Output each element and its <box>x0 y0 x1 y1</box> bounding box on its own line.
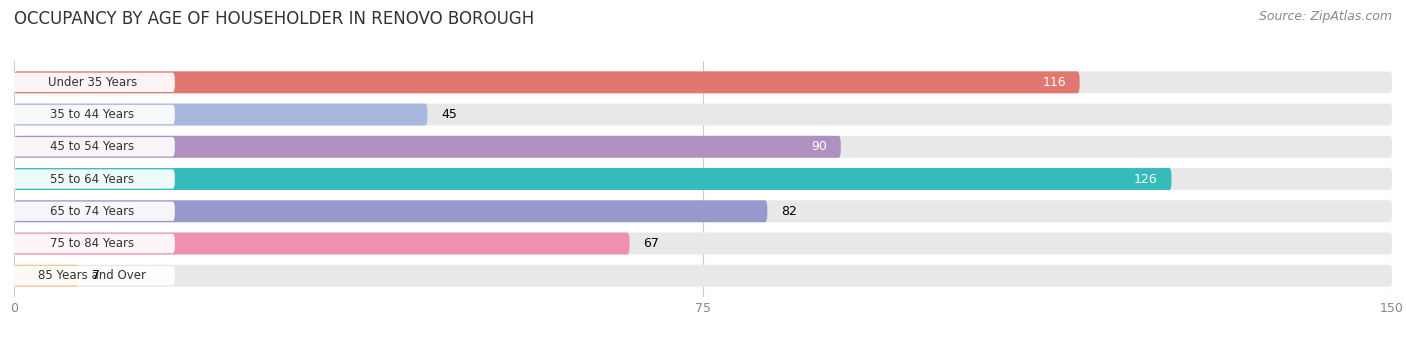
FancyBboxPatch shape <box>10 234 174 253</box>
FancyBboxPatch shape <box>14 233 630 254</box>
FancyBboxPatch shape <box>14 136 1392 158</box>
Text: Under 35 Years: Under 35 Years <box>48 76 136 89</box>
Text: 67: 67 <box>644 237 659 250</box>
FancyBboxPatch shape <box>10 169 174 189</box>
Text: 85 Years and Over: 85 Years and Over <box>38 269 146 282</box>
FancyBboxPatch shape <box>14 71 1392 93</box>
Text: Source: ZipAtlas.com: Source: ZipAtlas.com <box>1258 10 1392 23</box>
FancyBboxPatch shape <box>14 104 1392 125</box>
FancyBboxPatch shape <box>14 136 841 158</box>
FancyBboxPatch shape <box>14 265 1392 287</box>
Text: 116: 116 <box>1042 76 1066 89</box>
Text: 82: 82 <box>782 205 797 218</box>
FancyBboxPatch shape <box>14 233 1392 254</box>
FancyBboxPatch shape <box>14 168 1392 190</box>
Text: 7: 7 <box>93 269 100 282</box>
FancyBboxPatch shape <box>10 105 174 124</box>
FancyBboxPatch shape <box>10 266 174 285</box>
Text: 65 to 74 Years: 65 to 74 Years <box>51 205 134 218</box>
Text: 126: 126 <box>1135 173 1157 186</box>
Text: 90: 90 <box>811 140 827 153</box>
Text: 75 to 84 Years: 75 to 84 Years <box>51 237 134 250</box>
Text: OCCUPANCY BY AGE OF HOUSEHOLDER IN RENOVO BOROUGH: OCCUPANCY BY AGE OF HOUSEHOLDER IN RENOV… <box>14 10 534 28</box>
Text: 45: 45 <box>441 108 457 121</box>
FancyBboxPatch shape <box>10 137 174 157</box>
FancyBboxPatch shape <box>14 104 427 125</box>
FancyBboxPatch shape <box>10 73 174 92</box>
FancyBboxPatch shape <box>14 71 1080 93</box>
FancyBboxPatch shape <box>14 200 768 222</box>
Text: 55 to 64 Years: 55 to 64 Years <box>51 173 134 186</box>
FancyBboxPatch shape <box>14 200 1392 222</box>
FancyBboxPatch shape <box>14 168 1171 190</box>
Text: 45 to 54 Years: 45 to 54 Years <box>51 140 134 153</box>
FancyBboxPatch shape <box>10 202 174 221</box>
Text: 35 to 44 Years: 35 to 44 Years <box>51 108 134 121</box>
FancyBboxPatch shape <box>14 265 79 287</box>
